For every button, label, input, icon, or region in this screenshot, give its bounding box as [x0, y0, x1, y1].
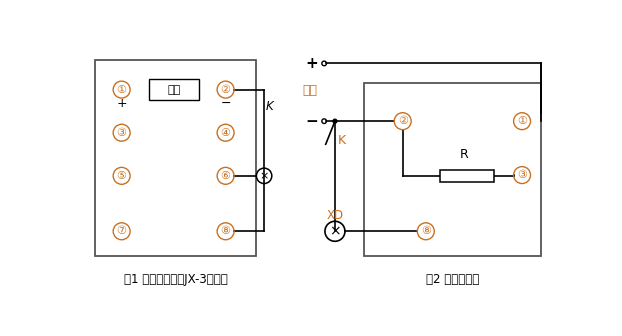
Text: 图2 试验接线图: 图2 试验接线图 — [426, 272, 480, 286]
Bar — [364, 83, 541, 256]
Text: +: + — [116, 97, 127, 110]
Text: ⑥: ⑥ — [221, 171, 231, 181]
Text: ③: ③ — [117, 128, 127, 138]
Text: ②: ② — [221, 85, 231, 95]
Text: ⑤: ⑤ — [117, 171, 127, 181]
Text: ×: × — [329, 224, 341, 238]
Text: +: + — [305, 56, 318, 71]
Text: ①: ① — [117, 85, 127, 95]
Bar — [440, 170, 494, 182]
Text: ④: ④ — [221, 128, 231, 138]
Text: ③: ③ — [517, 170, 527, 180]
Text: −: − — [220, 97, 231, 110]
Text: XD: XD — [327, 209, 343, 222]
Bar — [95, 59, 256, 256]
Bar — [149, 79, 198, 100]
Text: −: − — [305, 114, 318, 129]
Text: ①: ① — [517, 116, 527, 126]
Text: ②: ② — [397, 116, 407, 126]
Text: ⑦: ⑦ — [117, 226, 127, 236]
Text: 图1 嵌入式继电器JX-3端子图: 图1 嵌入式继电器JX-3端子图 — [124, 272, 228, 286]
Text: 电源: 电源 — [303, 84, 318, 97]
Text: 电源: 电源 — [167, 85, 180, 95]
Text: ⑧: ⑧ — [421, 226, 431, 236]
Text: ×: × — [259, 171, 269, 181]
Text: R: R — [460, 148, 469, 161]
Text: ⑧: ⑧ — [221, 226, 231, 236]
Circle shape — [333, 119, 337, 123]
Text: K: K — [266, 100, 274, 113]
Text: K: K — [338, 134, 346, 147]
